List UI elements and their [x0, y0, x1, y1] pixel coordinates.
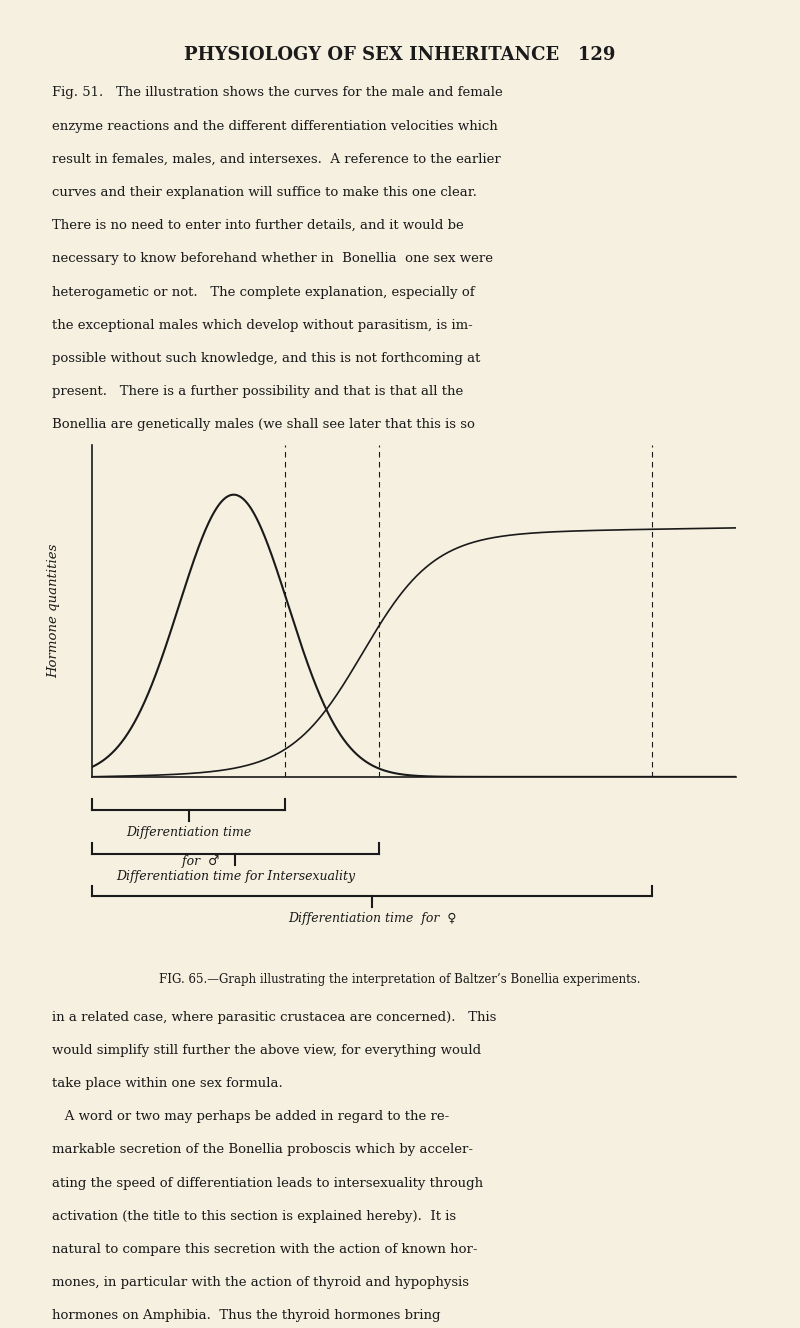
- Text: Differentiation time  for  ♀: Differentiation time for ♀: [288, 912, 456, 926]
- Text: in a related case, where parasitic crustacea are concerned).   This: in a related case, where parasitic crust…: [52, 1011, 496, 1024]
- Text: enzyme reactions and the different differentiation velocities which: enzyme reactions and the different diffe…: [52, 120, 498, 133]
- Text: take place within one sex formula.: take place within one sex formula.: [52, 1077, 282, 1090]
- Text: the exceptional males which develop without parasitism, is im-: the exceptional males which develop with…: [52, 319, 473, 332]
- Text: possible without such knowledge, and this is not forthcoming at: possible without such knowledge, and thi…: [52, 352, 480, 365]
- Text: would simplify still further the above view, for everything would: would simplify still further the above v…: [52, 1044, 481, 1057]
- Text: present.   There is a further possibility and that is that all the: present. There is a further possibility …: [52, 385, 463, 398]
- Text: A word or two may perhaps be added in regard to the re-: A word or two may perhaps be added in re…: [52, 1110, 450, 1123]
- Text: natural to compare this secretion with the action of known hor-: natural to compare this secretion with t…: [52, 1243, 478, 1256]
- Text: PHYSIOLOGY OF SEX INHERITANCE   129: PHYSIOLOGY OF SEX INHERITANCE 129: [184, 46, 616, 65]
- Text: Bonellia are genetically males (we shall see later that this is so: Bonellia are genetically males (we shall…: [52, 418, 475, 432]
- Text: hormones on Amphibia.  Thus the thyroid hormones bring: hormones on Amphibia. Thus the thyroid h…: [52, 1309, 441, 1323]
- Text: ating the speed of differentiation leads to intersexuality through: ating the speed of differentiation leads…: [52, 1177, 483, 1190]
- Text: heterogametic or not.   The complete explanation, especially of: heterogametic or not. The complete expla…: [52, 286, 474, 299]
- Text: Differentiation time: Differentiation time: [126, 826, 251, 839]
- Text: FIG. 65.—Graph illustrating the interpretation of Baltzer’s Bonellia experiments: FIG. 65.—Graph illustrating the interpre…: [159, 973, 641, 987]
- Text: Hormone quantities: Hormone quantities: [46, 543, 60, 679]
- Text: Differentiation time for Intersexuality: Differentiation time for Intersexuality: [116, 870, 355, 883]
- Text: curves and their explanation will suffice to make this one clear.: curves and their explanation will suffic…: [52, 186, 477, 199]
- Text: There is no need to enter into further details, and it would be: There is no need to enter into further d…: [52, 219, 464, 232]
- Text: mones, in particular with the action of thyroid and hypophysis: mones, in particular with the action of …: [52, 1276, 469, 1289]
- Text: result in females, males, and intersexes.  A reference to the earlier: result in females, males, and intersexes…: [52, 153, 501, 166]
- Text: markable secretion of the Bonellia proboscis which by acceler-: markable secretion of the Bonellia probo…: [52, 1143, 473, 1157]
- Text: necessary to know beforehand whether in  Bonellia  one sex were: necessary to know beforehand whether in …: [52, 252, 493, 266]
- Text: activation (the title to this section is explained hereby).  It is: activation (the title to this section is…: [52, 1210, 456, 1223]
- Text: Fig. 51.   The illustration shows the curves for the male and female: Fig. 51. The illustration shows the curv…: [52, 86, 502, 100]
- Text: for  ♂: for ♂: [158, 855, 219, 869]
